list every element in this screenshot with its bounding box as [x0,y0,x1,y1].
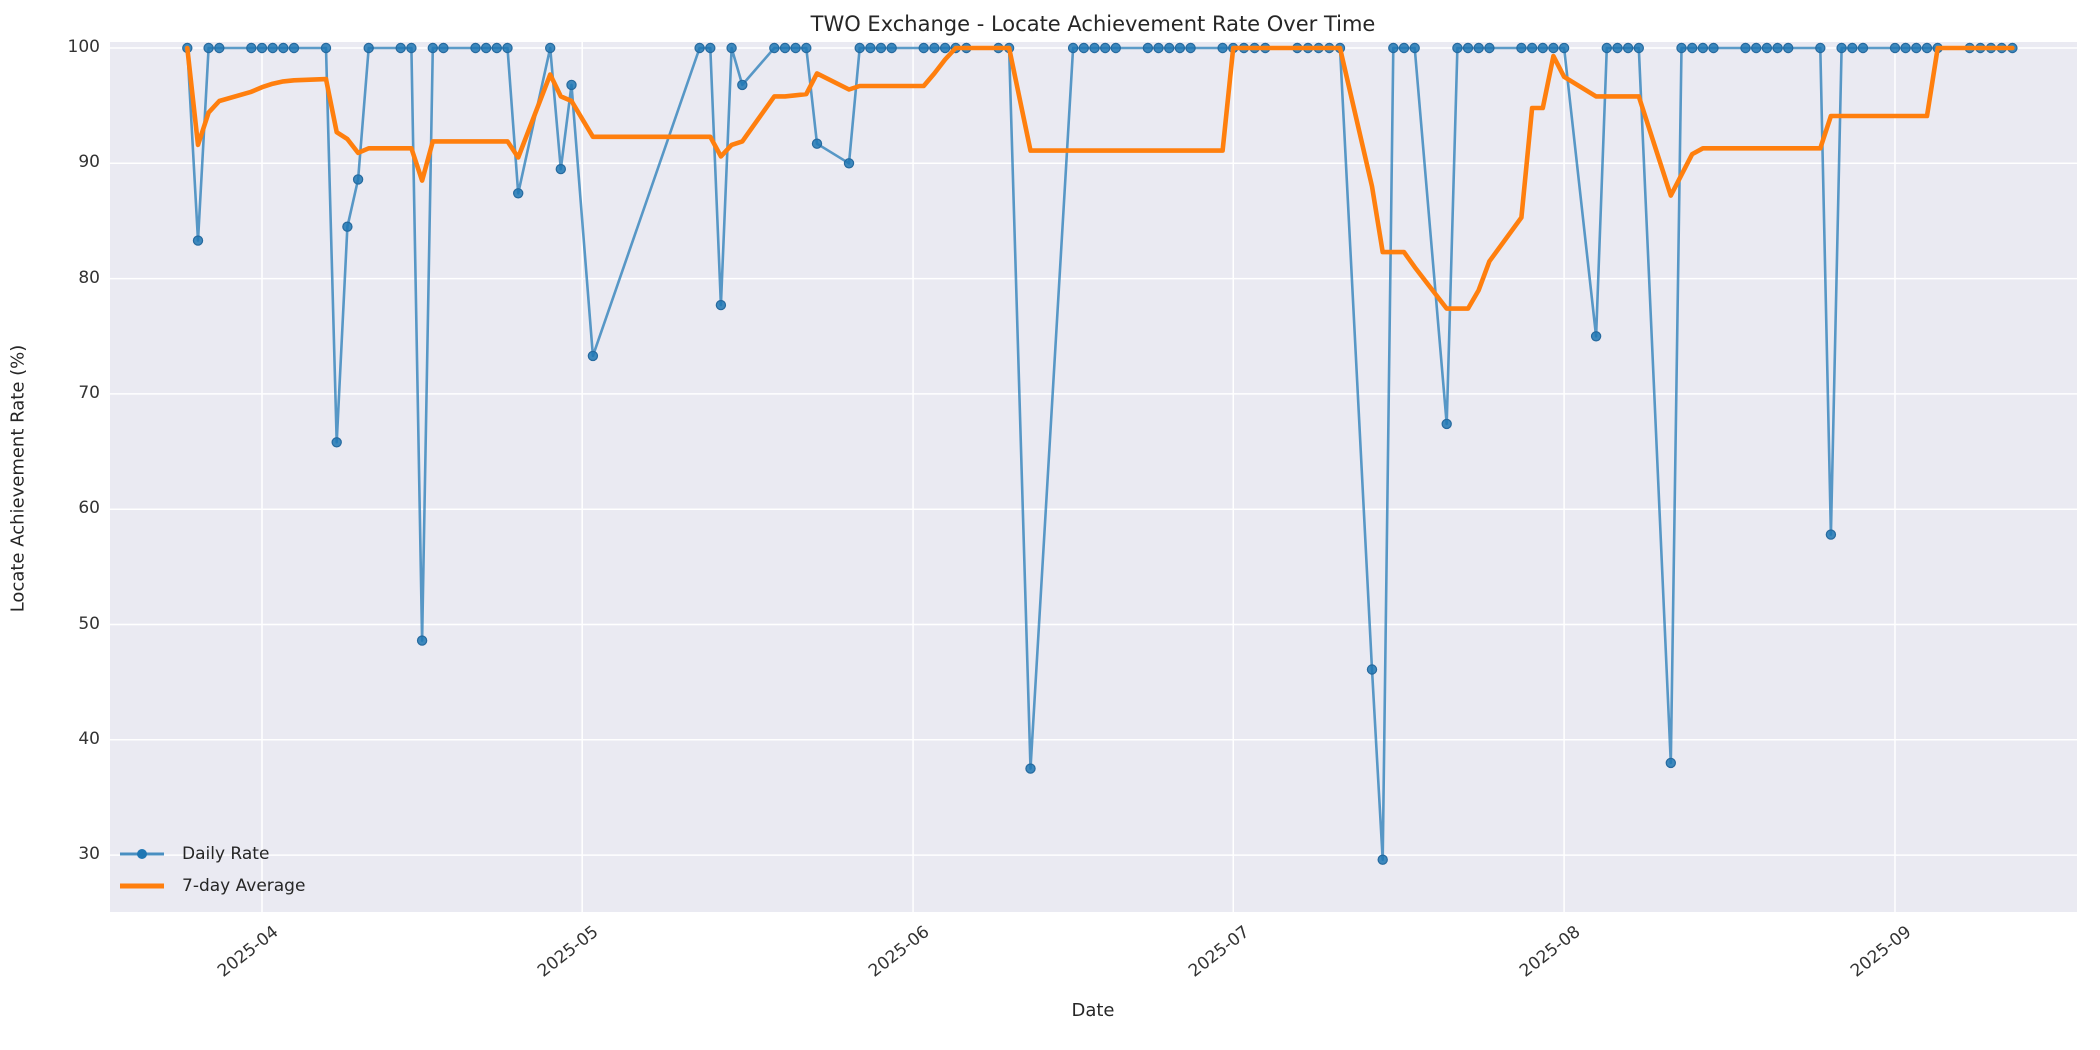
y-axis-title: Locate Achievement Rate (%) [7,344,29,613]
y-tick-label: 30 [78,844,100,865]
y-tick-label: 50 [78,613,100,634]
legend: Daily Rate 7-day Average [118,838,305,902]
legend-label-daily-rate: Daily Rate [182,844,270,864]
chart-title: TWO Exchange - Locate Achievement Rate O… [810,12,1376,36]
daily-rate-line-swatch [118,838,166,870]
x-axis-title: Date [1071,1000,1115,1021]
y-tick-label: 80 [78,267,100,288]
y-tick-label: 70 [78,382,100,403]
y-tick-label: 40 [78,728,100,749]
average-line-swatch [118,870,166,902]
legend-label-7day-average: 7-day Average [182,876,306,896]
legend-item-7day-average: 7-day Average [118,870,305,902]
y-tick-label: 100 [67,37,100,57]
y-tick-label: 90 [78,152,100,173]
legend-item-daily-rate: Daily Rate [118,838,305,870]
y-tick-label: 60 [78,498,100,519]
